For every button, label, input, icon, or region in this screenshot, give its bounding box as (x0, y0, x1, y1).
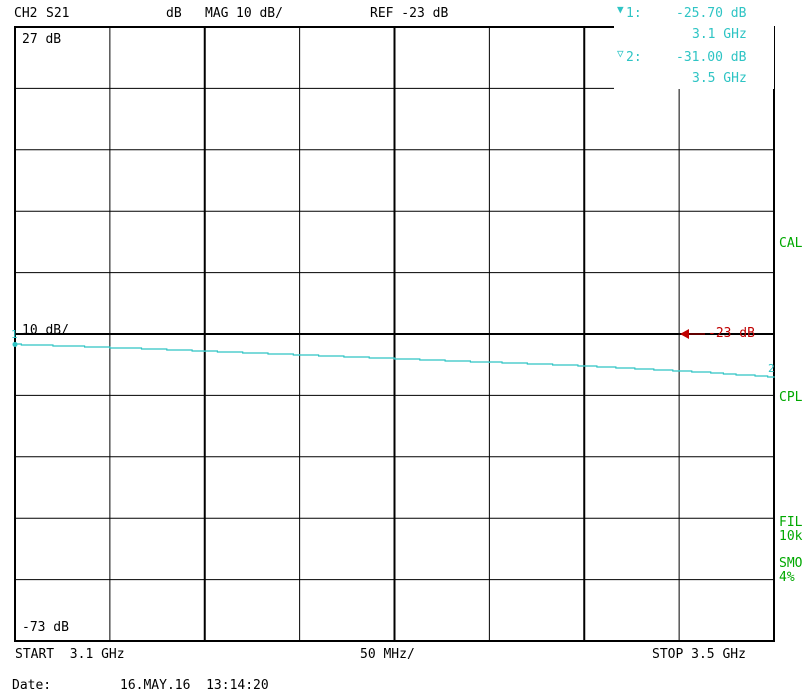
marker-2-label: 2: (626, 50, 642, 65)
cal-status: CAL (779, 236, 803, 251)
marker-2-freq: 3.5 GHz (692, 71, 747, 86)
scale-label: 10 dB/ (236, 6, 283, 21)
ref-level-arrow (680, 329, 689, 339)
marker-2-glyph: 2 (768, 362, 775, 375)
marker-1-label: 1: (626, 6, 642, 21)
marker-1-value: -25.70 dB (676, 6, 747, 21)
trace-s21 (15, 343, 774, 378)
bottom-level-label: -73 dB (22, 620, 69, 635)
trace-point-5 (488, 361, 491, 364)
span-per-division: 50 MHz/ (360, 647, 415, 662)
format-label: MAG (205, 6, 229, 21)
trace-point-4 (393, 357, 396, 360)
fil-bandwidth: 10k (779, 529, 803, 544)
trace-point-7 (678, 370, 680, 372)
marker-2-value: -31.00 dB (676, 50, 747, 65)
marker-2-triangle-icon: ▽ (617, 47, 624, 60)
cpl-status: CPL (779, 390, 803, 405)
marker-1-triangle-icon: ▼ (617, 3, 624, 16)
trace-point-6 (583, 365, 586, 367)
date-value: 16.MAY.16 13:14:20 (120, 678, 269, 693)
ref-value-label: -23 dB (708, 326, 755, 341)
trace-point-0 (12, 341, 18, 347)
trace-point-1 (109, 346, 111, 349)
date-label: Date: (12, 678, 52, 693)
trace-point-8 (773, 376, 775, 378)
smo-value: 4% (779, 570, 795, 585)
marker-1-freq: 3.1 GHz (692, 27, 747, 42)
trace-point-3 (298, 354, 301, 356)
top-level-label: 27 dB (22, 32, 62, 47)
trace-point-2 (203, 350, 206, 352)
channel-label: CH2 (14, 6, 38, 21)
ref-scale-label: 10 dB/ (22, 323, 69, 338)
marker-readout-box (614, 0, 774, 89)
parameter-label: S21 (46, 6, 70, 21)
stop-frequency: STOP 3.5 GHz (652, 647, 746, 662)
marker-1-glyph: 1 (11, 328, 18, 341)
ref-label: REF -23 dB (370, 6, 449, 21)
trace-points (12, 341, 775, 378)
smo-status: SMO (779, 556, 803, 571)
fil-status: FIL (779, 515, 803, 530)
unit-label: dB (166, 6, 182, 21)
start-frequency: START 3.1 GHz (15, 647, 125, 662)
